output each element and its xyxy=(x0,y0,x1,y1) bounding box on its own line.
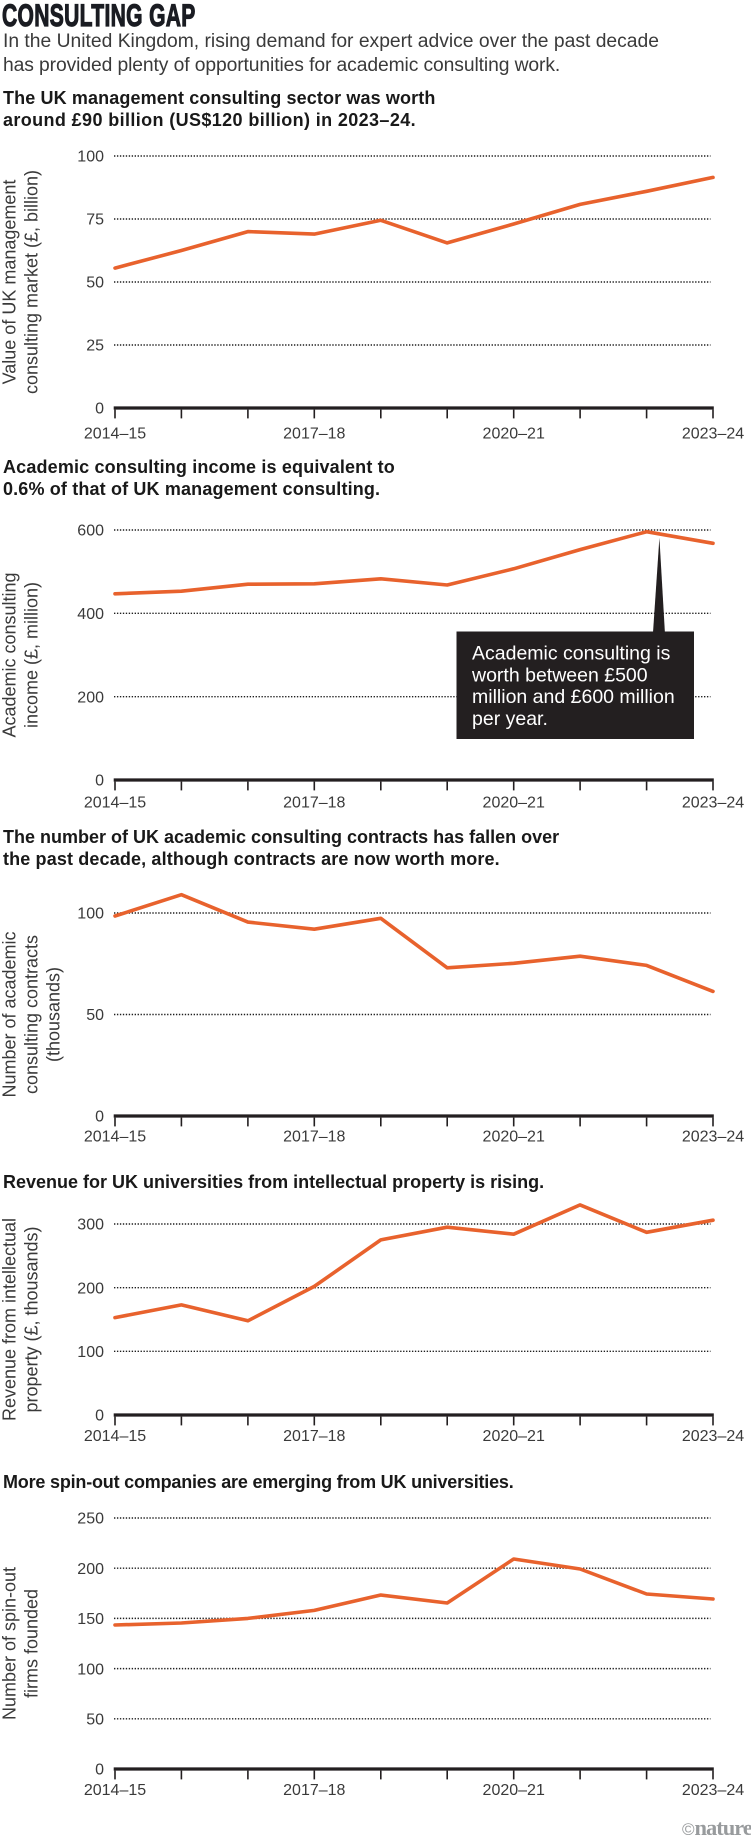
svg-text:0: 0 xyxy=(95,1109,104,1126)
svg-text:Number of spin-out: Number of spin-out xyxy=(0,1567,20,1720)
svg-text:0: 0 xyxy=(95,1762,104,1779)
svg-text:0: 0 xyxy=(95,1408,104,1425)
svg-text:2014–15: 2014–15 xyxy=(84,426,146,443)
svg-text:2023–24: 2023–24 xyxy=(682,1782,744,1799)
svg-text:2023–24: 2023–24 xyxy=(682,1428,744,1445)
svg-text:200: 200 xyxy=(77,689,104,706)
svg-text:150: 150 xyxy=(77,1611,104,1628)
svg-text:2014–15: 2014–15 xyxy=(84,1129,146,1146)
svg-text:Academic consulting: Academic consulting xyxy=(0,572,20,737)
svg-text:2017–18: 2017–18 xyxy=(283,1782,345,1799)
svg-text:property (£, thousands): property (£, thousands) xyxy=(22,1226,42,1412)
svg-text:300: 300 xyxy=(77,1217,104,1234)
svg-text:Revenue from intellectual: Revenue from intellectual xyxy=(0,1218,20,1421)
svg-text:400: 400 xyxy=(77,606,104,623)
svg-text:2020–21: 2020–21 xyxy=(483,426,545,443)
svg-text:2017–18: 2017–18 xyxy=(283,1428,345,1445)
svg-text:100: 100 xyxy=(77,1344,104,1361)
svg-text:Number of academic: Number of academic xyxy=(0,931,20,1097)
svg-text:2014–15: 2014–15 xyxy=(84,795,146,812)
svg-text:2023–24: 2023–24 xyxy=(682,795,744,812)
svg-text:consulting market (£, billion): consulting market (£, billion) xyxy=(22,170,42,394)
svg-text:2023–24: 2023–24 xyxy=(682,426,744,443)
svg-text:600: 600 xyxy=(77,523,104,540)
svg-text:250: 250 xyxy=(77,1511,104,1528)
svg-text:100: 100 xyxy=(77,906,104,923)
svg-text:200: 200 xyxy=(77,1561,104,1578)
svg-text:firms founded: firms founded xyxy=(22,1589,42,1698)
svg-text:Academic consulting is: Academic consulting is xyxy=(472,643,671,665)
svg-text:25: 25 xyxy=(86,338,104,355)
svg-text:2020–21: 2020–21 xyxy=(483,795,545,812)
svg-text:100: 100 xyxy=(77,149,104,166)
svg-text:0: 0 xyxy=(95,773,104,790)
svg-text:100: 100 xyxy=(77,1661,104,1678)
svg-text:2020–21: 2020–21 xyxy=(483,1129,545,1146)
svg-text:2020–21: 2020–21 xyxy=(483,1782,545,1799)
svg-text:million and £600 million: million and £600 million xyxy=(472,686,675,708)
svg-text:consulting contracts: consulting contracts xyxy=(22,935,42,1094)
svg-text:50: 50 xyxy=(86,1712,104,1729)
svg-text:200: 200 xyxy=(77,1280,104,1297)
svg-text:2017–18: 2017–18 xyxy=(283,426,345,443)
svg-text:2020–21: 2020–21 xyxy=(483,1428,545,1445)
svg-text:(thousands): (thousands) xyxy=(44,967,64,1062)
svg-text:75: 75 xyxy=(86,212,104,229)
svg-text:2017–18: 2017–18 xyxy=(283,1129,345,1146)
svg-text:2014–15: 2014–15 xyxy=(84,1428,146,1445)
svg-text:worth between £500: worth between £500 xyxy=(471,664,648,686)
svg-text:2017–18: 2017–18 xyxy=(283,795,345,812)
svg-text:50: 50 xyxy=(86,1007,104,1024)
svg-text:2023–24: 2023–24 xyxy=(682,1129,744,1146)
svg-text:0: 0 xyxy=(95,401,104,418)
svg-text:Value of UK management: Value of UK management xyxy=(0,180,20,385)
svg-text:per year.: per year. xyxy=(472,708,548,730)
svg-text:2014–15: 2014–15 xyxy=(84,1782,146,1799)
svg-text:50: 50 xyxy=(86,275,104,292)
svg-text:income (£, million): income (£, million) xyxy=(22,582,42,728)
